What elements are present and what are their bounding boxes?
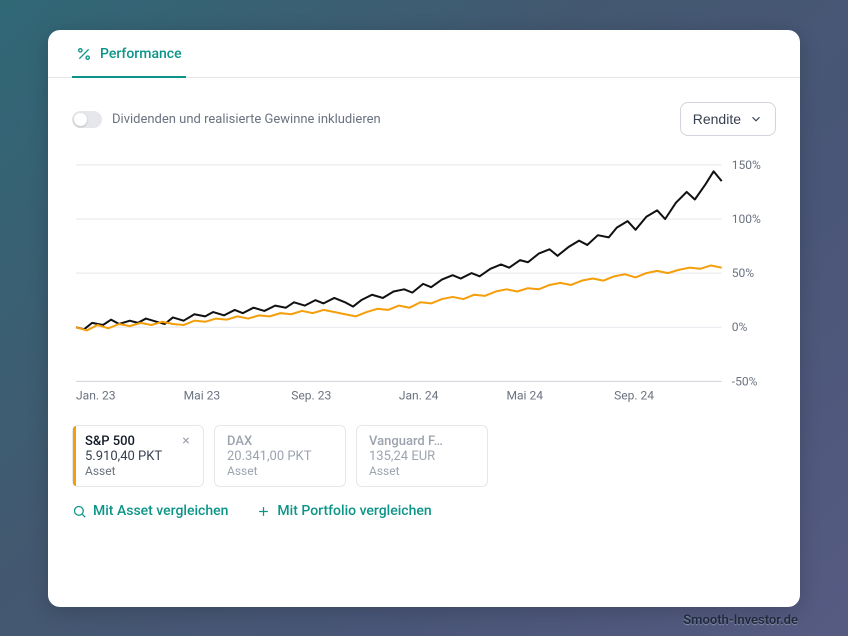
- close-icon[interactable]: ×: [179, 434, 193, 448]
- tab-bar: Performance: [48, 30, 800, 78]
- plus-icon: [256, 504, 271, 519]
- asset-card[interactable]: Vanguard F…135,24 EURAsset: [356, 425, 488, 487]
- metric-select-label: Rendite: [693, 111, 741, 127]
- asset-card-value: 20.341,00 PKT: [227, 449, 335, 464]
- asset-card-kind: Asset: [227, 464, 335, 478]
- compare-asset-label: Mit Asset vergleichen: [93, 503, 228, 519]
- metric-select[interactable]: Rendite: [680, 102, 776, 136]
- dividends-toggle-wrap: Dividenden und realisierte Gewinne inklu…: [72, 111, 381, 128]
- compare-portfolio-link[interactable]: Mit Portfolio vergleichen: [256, 503, 431, 519]
- asset-cards-row: S&P 5005.910,40 PKTAsset×DAX20.341,00 PK…: [48, 409, 800, 487]
- asset-card-kind: Asset: [85, 464, 171, 478]
- asset-card-info: DAX20.341,00 PKTAsset: [227, 434, 335, 478]
- asset-card-info: S&P 5005.910,40 PKTAsset: [85, 434, 171, 478]
- svg-text:150%: 150%: [732, 158, 761, 172]
- svg-text:50%: 50%: [732, 266, 755, 280]
- performance-chart: -50% 0% 50% 100% 150% Jan. 23 Mai 23 Sep. 23 Jan…: [72, 148, 776, 409]
- chevron-down-icon: [749, 112, 763, 126]
- asset-card-stripe: [73, 426, 76, 486]
- dividends-toggle[interactable]: [72, 111, 102, 128]
- tab-label: Performance: [100, 46, 182, 62]
- controls-row: Dividenden und realisierte Gewinne inklu…: [48, 78, 800, 144]
- asset-card-name: Vanguard F…: [369, 434, 477, 449]
- svg-text:Sep. 24: Sep. 24: [614, 388, 654, 402]
- dividends-toggle-label: Dividenden und realisierte Gewinne inklu…: [112, 112, 381, 127]
- svg-text:100%: 100%: [732, 212, 761, 226]
- asset-card-name: DAX: [227, 434, 335, 449]
- compare-row: Mit Asset vergleichen Mit Portfolio verg…: [48, 487, 800, 537]
- asset-card-name: S&P 500: [85, 434, 171, 449]
- chart-container: -50% 0% 50% 100% 150% Jan. 23 Mai 23 Sep. 23 Jan…: [48, 144, 800, 409]
- asset-card[interactable]: DAX20.341,00 PKTAsset: [214, 425, 346, 487]
- asset-card-kind: Asset: [369, 464, 477, 478]
- percent-icon: [76, 46, 92, 62]
- page-footer: Smooth-Investor.de: [48, 607, 800, 628]
- svg-text:Mai 24: Mai 24: [506, 388, 543, 402]
- svg-text:Jan. 23: Jan. 23: [76, 388, 116, 402]
- asset-card[interactable]: S&P 5005.910,40 PKTAsset ×: [72, 425, 204, 487]
- svg-text:0%: 0%: [732, 320, 748, 334]
- tab-performance[interactable]: Performance: [72, 30, 186, 78]
- search-icon: [72, 504, 87, 519]
- asset-card-value: 5.910,40 PKT: [85, 449, 171, 464]
- asset-card-info: Vanguard F…135,24 EURAsset: [369, 434, 477, 478]
- compare-asset-link[interactable]: Mit Asset vergleichen: [72, 503, 228, 519]
- asset-card-value: 135,24 EUR: [369, 449, 477, 464]
- svg-text:Sep. 23: Sep. 23: [291, 388, 331, 402]
- svg-text:Mai 23: Mai 23: [184, 388, 221, 402]
- performance-card: Performance Dividenden und realisierte G…: [48, 30, 800, 607]
- svg-text:Jan. 24: Jan. 24: [399, 388, 439, 402]
- compare-portfolio-label: Mit Portfolio vergleichen: [277, 503, 431, 519]
- svg-text:-50%: -50%: [732, 374, 758, 388]
